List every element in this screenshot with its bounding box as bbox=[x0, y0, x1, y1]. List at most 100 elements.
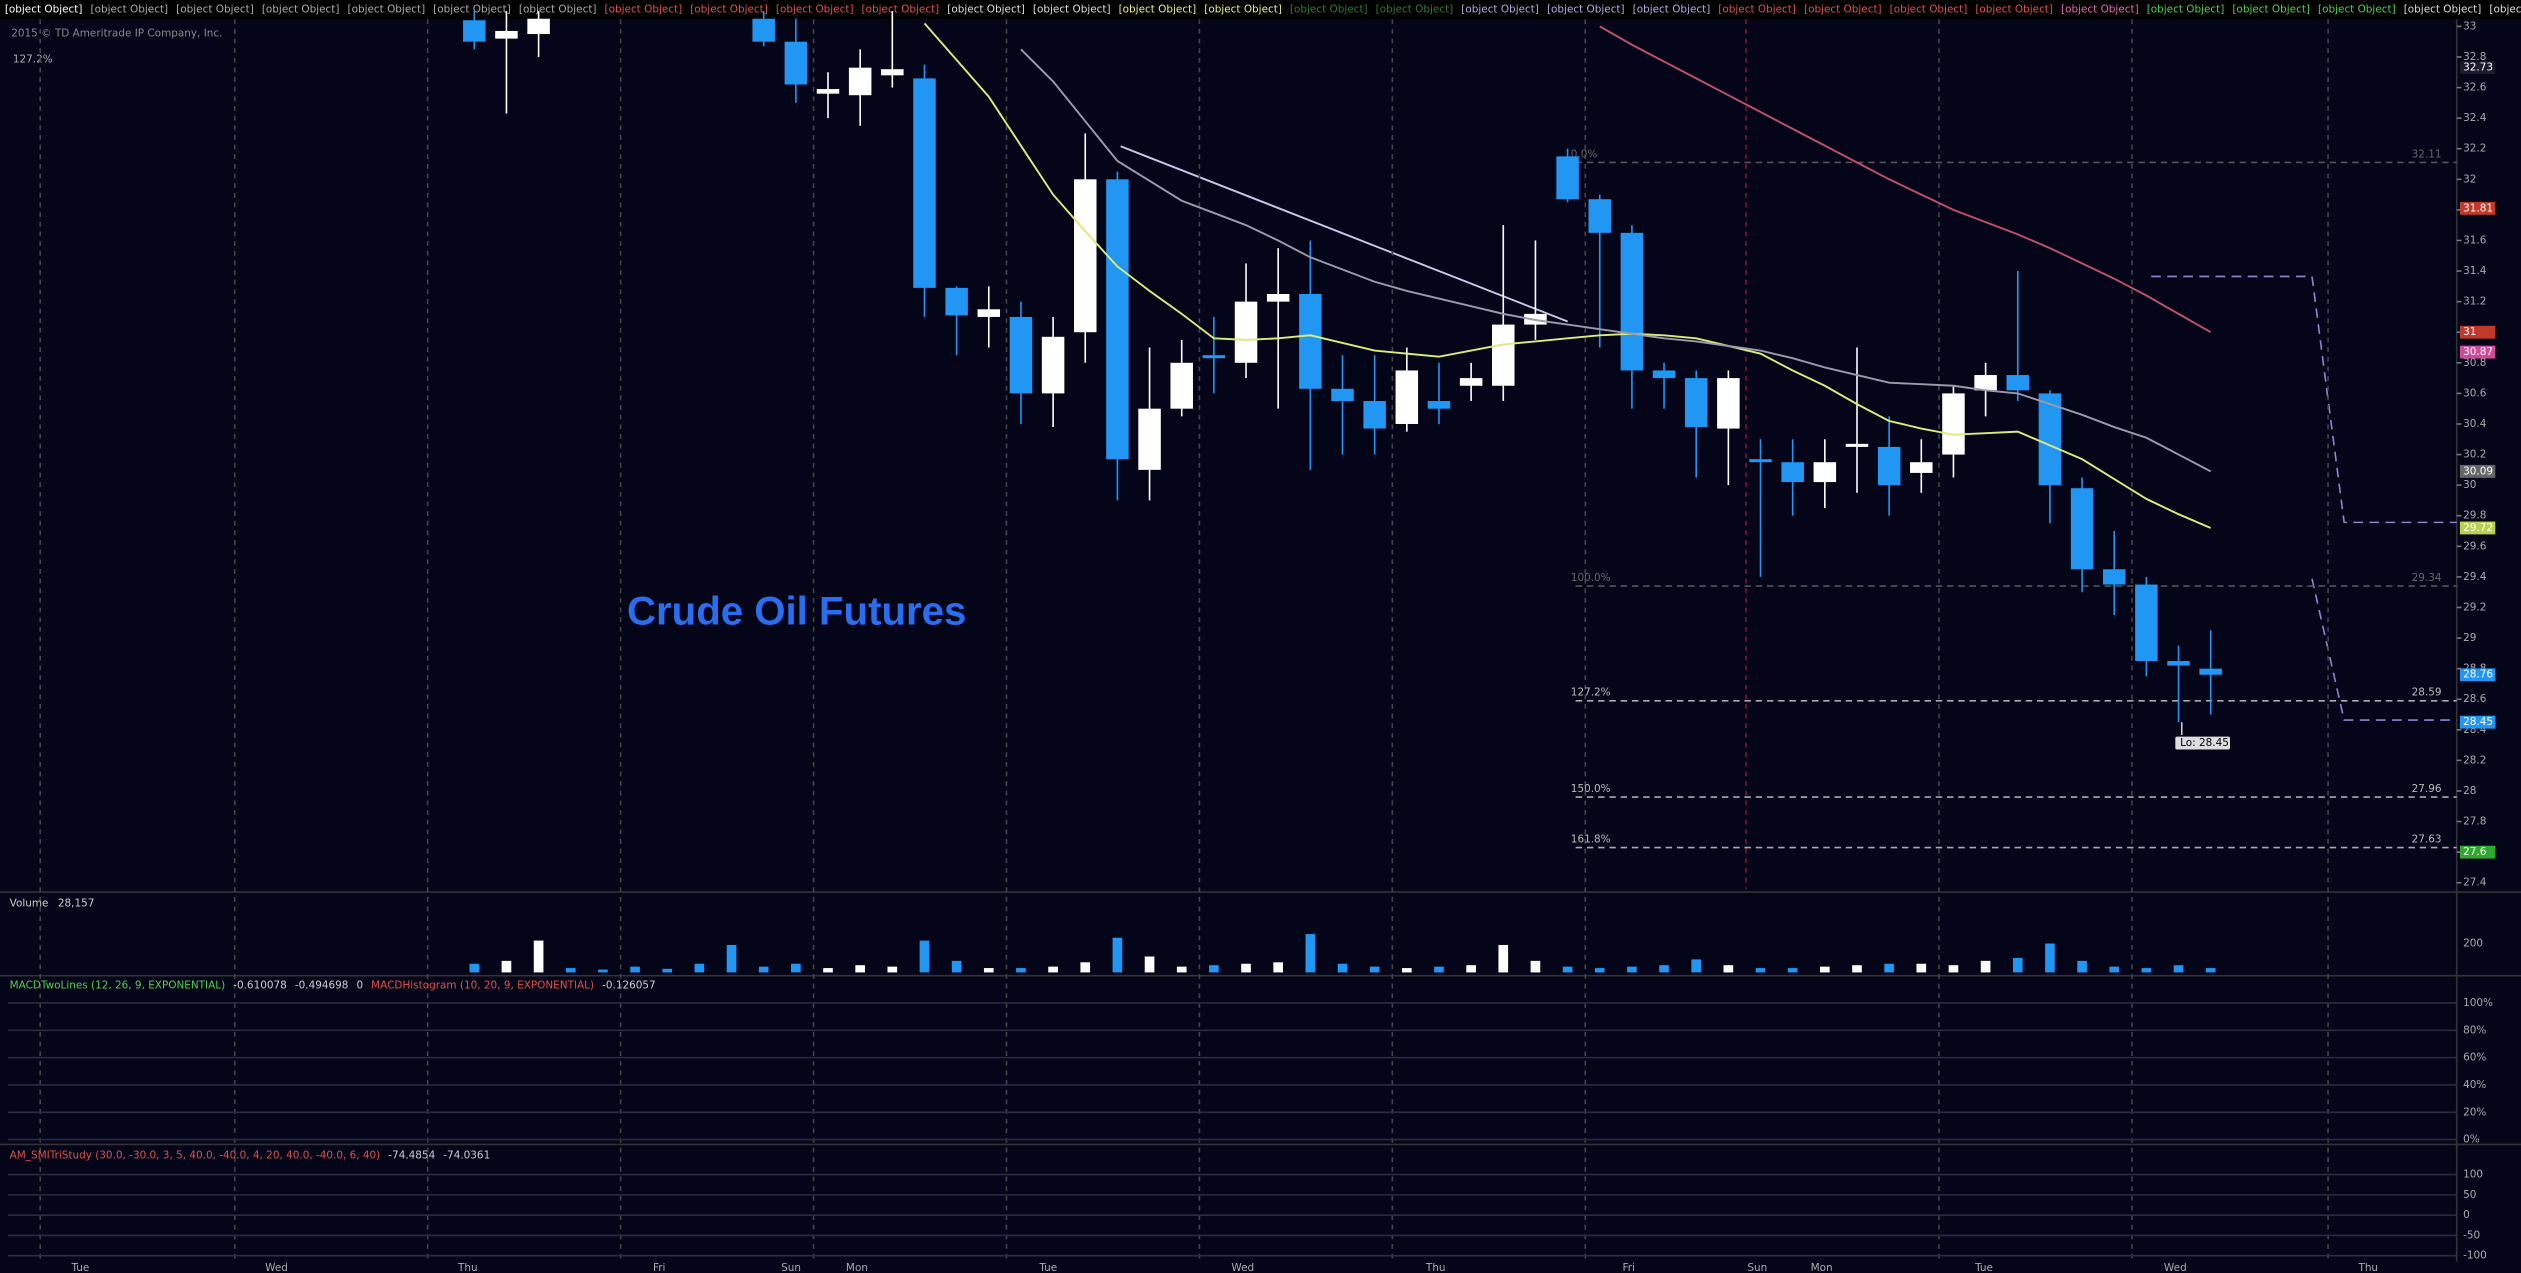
y-tick-label: 29.6 bbox=[2463, 540, 2486, 552]
y-tick-label: 31.6 bbox=[2463, 234, 2486, 246]
candle-body bbox=[784, 41, 808, 85]
volume-bar bbox=[1401, 968, 1412, 973]
volume-bar bbox=[1337, 963, 1348, 973]
candle-body bbox=[1877, 446, 1901, 486]
fib-label: 150.0% bbox=[1571, 783, 1611, 795]
panel-readout: 0 bbox=[356, 979, 363, 991]
time-label: Mon bbox=[846, 1262, 868, 1273]
y-tick-label: 29.4 bbox=[2463, 571, 2487, 583]
fib-value: 28.59 bbox=[2412, 687, 2442, 699]
y-tick-label: -100 bbox=[2463, 1250, 2487, 1262]
price-tag bbox=[2459, 668, 2496, 682]
price-tag bbox=[2459, 201, 2496, 215]
y-tick-label: 30.6 bbox=[2463, 387, 2486, 399]
time-label: Tue bbox=[1974, 1262, 1993, 1273]
volume-bar bbox=[1755, 968, 1766, 973]
volume-bar bbox=[1820, 966, 1830, 973]
y-tick-label: 30.2 bbox=[2463, 449, 2486, 461]
header-item: [object Object] bbox=[1461, 4, 1539, 16]
volume-bar bbox=[1112, 937, 1123, 973]
volume-bar bbox=[1080, 962, 1091, 973]
candle-body bbox=[1427, 401, 1451, 409]
fib-label: 161.8% bbox=[1571, 834, 1611, 846]
volume-bar bbox=[726, 944, 737, 973]
volume-bar bbox=[1498, 944, 1509, 973]
fib-label: 127.2% bbox=[13, 53, 53, 65]
candle-body bbox=[1106, 179, 1129, 460]
price-tag bbox=[2459, 464, 2496, 478]
volume-bar bbox=[1884, 963, 1894, 973]
volume-bar bbox=[1369, 966, 1380, 973]
price-tag bbox=[2459, 521, 2496, 535]
candle-body bbox=[1138, 408, 1161, 470]
time-label: Sun bbox=[781, 1262, 801, 1273]
y-tick-label: 50 bbox=[2463, 1189, 2476, 1201]
volume-bar bbox=[694, 963, 705, 973]
y-tick-label: 29.2 bbox=[2463, 601, 2486, 613]
y-tick-label: 31.2 bbox=[2463, 296, 2486, 308]
chart-title: Crude Oil Futures bbox=[627, 589, 966, 634]
volume-bar bbox=[2173, 965, 2184, 973]
candle-body bbox=[816, 89, 840, 94]
header-item: [object Object] bbox=[1804, 4, 1882, 16]
y-tick-label: 28.2 bbox=[2463, 754, 2486, 766]
volume-bar bbox=[1980, 960, 1991, 973]
candle-body bbox=[977, 309, 1001, 317]
projection bbox=[2151, 275, 2457, 524]
header-item: [object Object] bbox=[90, 4, 168, 16]
volume-bar bbox=[1916, 963, 1927, 973]
header-item: [object Object] bbox=[1890, 4, 1968, 16]
volume-bar bbox=[1594, 968, 1605, 973]
candle-body bbox=[1749, 459, 1772, 463]
time-label: Thu bbox=[1425, 1262, 1446, 1273]
header-item: [object Object] bbox=[5, 4, 83, 16]
volume-bar bbox=[1144, 956, 1155, 973]
price-tag-label: 30.09 bbox=[2463, 465, 2493, 477]
y-tick-label: 100 bbox=[2463, 1169, 2483, 1181]
header-item: [object Object] bbox=[2147, 4, 2225, 16]
header-item: [object Object] bbox=[690, 4, 768, 16]
y-tick-label: 100% bbox=[2463, 997, 2493, 1009]
candle-body bbox=[1170, 362, 1193, 409]
price-tag bbox=[2459, 845, 2496, 859]
y-tick-label: 29.8 bbox=[2463, 510, 2486, 522]
volume-bar bbox=[1627, 966, 1637, 973]
y-tick-label: 200 bbox=[2463, 937, 2483, 949]
header-item: [object Object] bbox=[2061, 4, 2139, 16]
candle-body bbox=[1556, 156, 1579, 200]
time-label: Fri bbox=[1622, 1262, 1634, 1273]
candle-body bbox=[2102, 569, 2126, 585]
y-tick-label: 30.4 bbox=[2463, 418, 2487, 430]
header-item: [object Object] bbox=[2489, 4, 2521, 16]
panel-readout: 28,157 bbox=[58, 897, 95, 909]
header-item: [object Object] bbox=[1633, 4, 1711, 16]
time-label: Thu bbox=[457, 1262, 478, 1273]
time-label: Tue bbox=[70, 1262, 89, 1273]
candle-body bbox=[2135, 584, 2158, 662]
volume-bar bbox=[951, 960, 962, 973]
y-tick-label: 32.2 bbox=[2463, 143, 2486, 155]
sma-line bbox=[923, 22, 2212, 529]
y-tick-label: 27.4 bbox=[2463, 877, 2487, 889]
low-label: Lo: 28.45 bbox=[2180, 737, 2229, 749]
projection bbox=[2311, 578, 2457, 721]
y-tick-label: 32 bbox=[2463, 173, 2476, 185]
price-tag-label: 27.6 bbox=[2463, 846, 2486, 858]
candle-body bbox=[1813, 462, 1837, 483]
volume-bar bbox=[919, 940, 930, 973]
panel-readout: -74.0361 bbox=[443, 1150, 490, 1162]
volume-bar bbox=[598, 969, 608, 973]
panel-readout: -74.4854 bbox=[388, 1150, 435, 1162]
time-label: Wed bbox=[2164, 1262, 2187, 1273]
y-tick-label: 30.8 bbox=[2463, 357, 2486, 369]
header-item: [object Object] bbox=[1033, 4, 1111, 16]
candle-body bbox=[2199, 668, 2222, 675]
volume-bar bbox=[1305, 934, 1316, 973]
time-label: Thu bbox=[2357, 1262, 2378, 1273]
candle-body bbox=[1620, 232, 1644, 371]
candle-body bbox=[881, 69, 904, 76]
volume-bar bbox=[1209, 965, 1219, 973]
